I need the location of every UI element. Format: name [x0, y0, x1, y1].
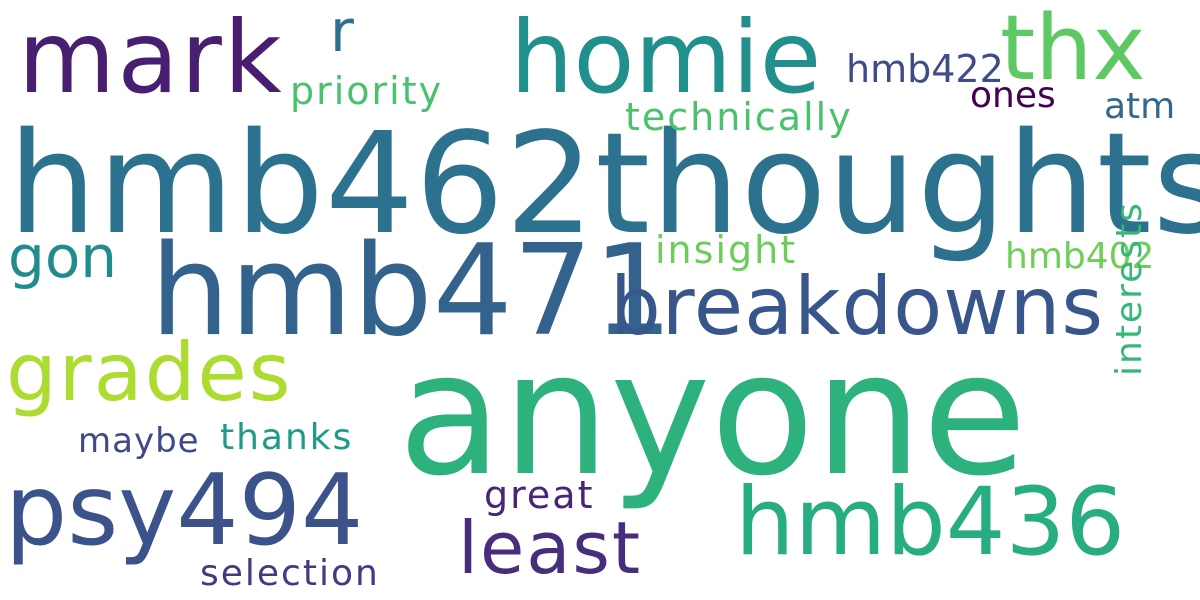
word-homie: homie	[510, 0, 822, 116]
word-mark: mark	[18, 0, 284, 116]
word-hmb462thoughts: hmb462thoughts	[8, 103, 1200, 266]
word-hmb422: hmb422	[846, 47, 1004, 91]
word-atm: atm	[1104, 86, 1176, 127]
word-grades: grades	[6, 326, 293, 419]
word-gon: gon	[8, 223, 118, 291]
word-least: least	[458, 506, 643, 590]
word-hmb471: hmb471	[150, 217, 674, 364]
word-technically: technically	[625, 95, 853, 139]
word-thanks: thanks	[220, 417, 354, 458]
word-r: r	[330, 0, 354, 65]
word-selection: selection	[200, 553, 380, 594]
word-interests: interests	[1109, 201, 1150, 376]
word-hmb436: hmb436	[735, 468, 1126, 577]
word-great: great	[484, 473, 595, 517]
word-ones: ones	[970, 75, 1056, 116]
word-thx: thx	[1000, 0, 1146, 101]
word-priority: priority	[290, 69, 444, 113]
word-maybe: maybe	[78, 421, 200, 461]
word-insight: insight	[655, 228, 798, 272]
word-anyone: anyone	[398, 316, 1027, 514]
word-breakdowns: breakdowns	[610, 260, 1105, 353]
word-psy494: psy494	[5, 454, 364, 568]
word-hmb402: hmb402	[1005, 236, 1155, 277]
